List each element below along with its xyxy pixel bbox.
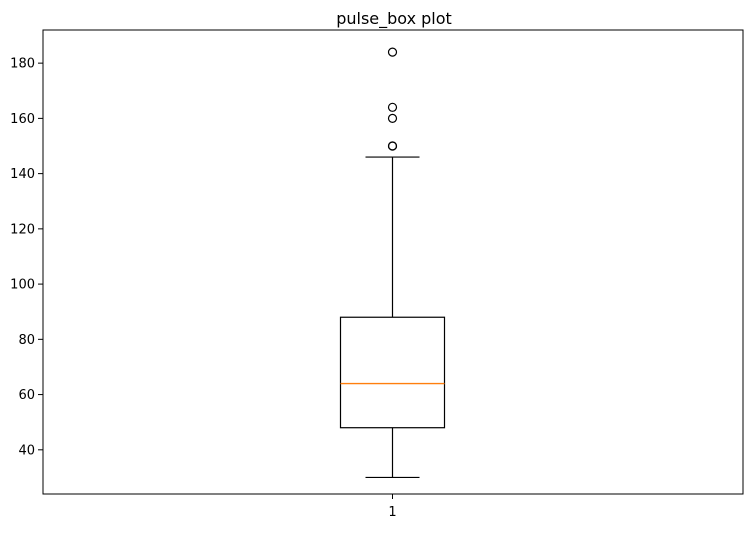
y-tick-label: 80 [18, 333, 35, 348]
y-tick-label: 60 [18, 388, 35, 403]
plot-area [339, 47, 446, 479]
y-tick-label: 40 [18, 443, 35, 458]
plot-frame [42, 29, 744, 495]
x-tick-label: 1 [388, 505, 396, 520]
outlier-point [387, 141, 398, 151]
y-tick-label: 120 [10, 222, 35, 237]
interquartile-box [339, 316, 446, 429]
outlier-point [387, 47, 398, 57]
y-tick-label: 160 [10, 112, 35, 127]
y-tick-label: 180 [10, 57, 35, 72]
chart-title: pulse_box plot [336, 9, 452, 29]
x-axis: 1 [388, 494, 397, 520]
y-axis: 40 60 80 100 120 140 160 180 [10, 57, 43, 458]
y-tick-label: 100 [10, 278, 35, 293]
outlier-point [387, 113, 398, 123]
y-tick-label: 140 [10, 167, 35, 182]
outlier-point [387, 102, 398, 112]
